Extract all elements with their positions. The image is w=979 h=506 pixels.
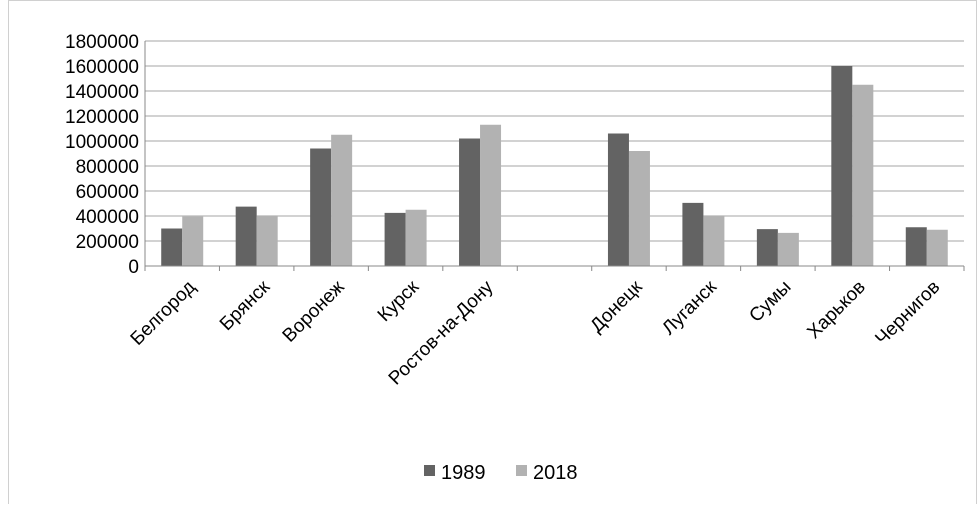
legend-swatch (516, 465, 527, 476)
bar-1989 (235, 206, 257, 266)
chart-frame (8, 0, 977, 504)
bar-1989 (607, 133, 629, 266)
legend: 1989 2018 (424, 462, 578, 484)
x-tick-label: Харьков (803, 277, 869, 343)
x-tick-label: Брянск (216, 276, 275, 335)
bar-2018 (331, 134, 353, 266)
x-axis-labels: Белгород Брянск Воронеж КурскРостов-на-Дону… (127, 276, 945, 389)
bar-1989 (756, 229, 778, 266)
y-tick-label: 1200000 (65, 107, 139, 128)
x-tick-label: Сумы (745, 277, 795, 327)
bars (144, 66, 965, 271)
bar-2018 (256, 215, 278, 266)
bar-2018 (628, 151, 650, 266)
y-tick-label: 0 (128, 257, 139, 278)
x-tick-label: Луганск (658, 276, 721, 339)
bar-2018 (703, 215, 725, 266)
y-tick-label: 1800000 (65, 32, 139, 53)
bar-2018 (926, 229, 948, 266)
bar-1989 (459, 138, 481, 266)
bar-2018 (405, 209, 427, 266)
bar-1989 (384, 212, 406, 266)
bar-2018 (182, 216, 204, 266)
x-tick-label: Курск (374, 276, 424, 326)
legend-label: 2018 (533, 462, 578, 484)
bar-1989 (682, 202, 704, 266)
bar-2018 (480, 124, 502, 266)
y-tick-label: 600000 (76, 182, 139, 203)
x-tick-label: Донецк (586, 276, 647, 337)
legend-swatch (424, 465, 435, 476)
bar-1989 (831, 66, 853, 266)
bar-1989 (161, 228, 183, 266)
y-tick-label: 1400000 (65, 82, 139, 103)
y-tick-label: 1600000 (65, 57, 139, 78)
y-axis-ticks: 0 200000 400000 600000 800000 1000000 1200000 1… (65, 32, 139, 278)
y-tick-label: 200000 (76, 232, 139, 253)
bar-2018 (777, 232, 799, 266)
y-tick-label: 800000 (76, 157, 139, 178)
x-tick-label: Чернигов (871, 277, 944, 350)
gridlines (145, 40, 964, 242)
legend-label: 1989 (441, 462, 486, 484)
bar-1989 (905, 227, 927, 266)
x-tick-label: Белгород (127, 277, 200, 350)
y-tick-label: 400000 (76, 207, 139, 228)
bar-2018 (852, 84, 874, 266)
x-tick-label: Воронеж (279, 276, 349, 346)
bar-1989 (310, 148, 332, 266)
y-tick-label: 1000000 (65, 132, 139, 153)
